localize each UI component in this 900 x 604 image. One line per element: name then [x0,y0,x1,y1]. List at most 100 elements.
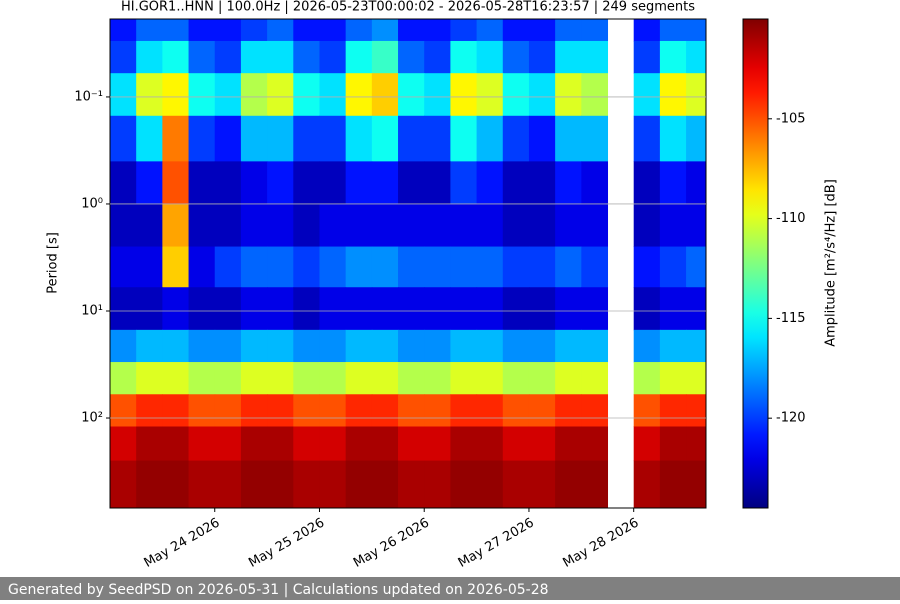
cell [214,329,242,363]
cell [110,426,137,462]
cell [162,362,190,395]
cell [188,426,216,462]
cell [450,161,478,205]
cell [424,287,451,331]
cell [450,287,478,331]
cell [528,426,556,462]
cell [188,329,216,363]
cell [502,287,530,331]
cell [633,115,661,162]
colorbar [742,18,769,509]
y-tick-label: 10¹ [81,303,103,318]
cell [398,329,425,363]
cell [319,40,347,74]
cell [424,115,451,162]
cell [319,329,347,363]
cell [528,460,556,508]
cell [136,246,163,288]
cell [267,40,294,74]
cell [450,426,478,462]
plot-frame [109,18,707,509]
cell [686,203,706,248]
cell [293,115,320,162]
cell [633,287,661,331]
cell [659,394,687,427]
cell [502,460,530,508]
cell [555,329,582,363]
cell [371,19,399,42]
cell [424,426,451,462]
cell [398,19,425,42]
cell [686,19,706,42]
cell [162,426,190,462]
cell [581,19,609,42]
cell [267,460,294,508]
cell [267,161,294,205]
cell [450,19,478,42]
cell [267,329,294,363]
cell [633,362,661,395]
cell [424,394,451,427]
colorbar-tick-label: -105 [776,111,806,126]
cell [659,362,687,395]
cell [240,426,268,462]
cell [162,287,190,331]
cell [450,73,478,117]
cell [502,203,530,248]
cell [555,19,582,42]
cell [162,203,190,248]
cell [267,287,294,331]
cell [319,161,347,205]
cell [136,40,163,74]
cell [136,161,163,205]
cell [633,246,661,288]
cell [633,19,661,42]
cell [528,161,556,205]
cell [450,246,478,288]
cell [188,19,216,42]
cell [686,115,706,162]
cell [424,362,451,395]
cell [424,40,451,74]
cell [371,329,399,363]
cell [581,329,609,363]
cell [659,287,687,331]
cell [267,73,294,117]
cell [555,460,582,508]
cell [476,394,504,427]
cell [188,460,216,508]
cell [555,246,582,288]
cell [240,115,268,162]
cell [371,115,399,162]
cell [162,460,190,508]
cell [502,329,530,363]
cell [581,460,609,508]
cell [345,73,373,117]
cell [345,287,373,331]
cell [345,362,373,395]
cell [528,40,556,74]
cell [371,362,399,395]
cell [136,19,163,42]
y-tick-label: 10² [81,411,103,426]
cell [188,246,216,288]
cell [110,203,137,248]
cell [293,246,320,288]
cell [398,246,425,288]
cell [267,362,294,395]
cell [398,287,425,331]
cell [110,246,137,288]
cell [267,19,294,42]
cell [110,362,137,395]
cell [633,203,661,248]
cell [188,161,216,205]
cell [110,115,137,162]
cell [110,161,137,205]
x-tick-label: May 26 2026 [351,516,432,571]
cell [659,246,687,288]
cell [240,394,268,427]
cell [476,161,504,205]
cell [162,394,190,427]
cell [659,161,687,205]
